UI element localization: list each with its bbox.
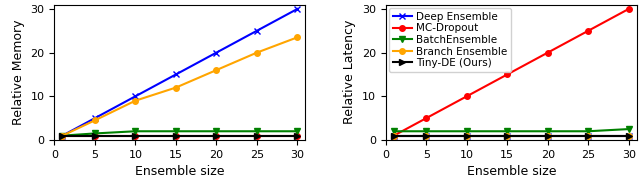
Line: Branch Ensemble: Branch Ensemble	[391, 133, 632, 138]
Tiny-DE (Ours)	[584, 135, 592, 137]
Tiny-DE (Ours)	[253, 135, 260, 137]
MC-Dropout	[422, 117, 430, 119]
X-axis label: Ensemble size: Ensemble size	[467, 165, 556, 178]
Branch Ensemble	[625, 135, 632, 137]
Line: BatchEnsemble: BatchEnsemble	[60, 128, 300, 138]
Y-axis label: Relative Memory: Relative Memory	[12, 20, 25, 125]
MC-Dropout	[390, 135, 397, 137]
Deep Ensemble	[390, 135, 397, 137]
Tiny-DE (Ours)	[390, 135, 397, 137]
MC-Dropout	[544, 52, 552, 54]
Line: Branch Ensemble: Branch Ensemble	[60, 35, 300, 138]
MC-Dropout	[463, 95, 470, 97]
Tiny-DE (Ours)	[504, 135, 511, 137]
MC-Dropout	[504, 73, 511, 76]
Tiny-DE (Ours)	[294, 135, 301, 137]
BatchEnsemble	[625, 128, 632, 130]
Tiny-DE (Ours)	[422, 135, 430, 137]
Line: Tiny-DE (Ours): Tiny-DE (Ours)	[391, 133, 632, 138]
MC-Dropout	[132, 135, 140, 137]
Line: Deep Ensemble: Deep Ensemble	[59, 5, 301, 139]
BatchEnsemble	[504, 130, 511, 132]
BatchEnsemble	[253, 130, 260, 132]
Line: MC-Dropout: MC-Dropout	[60, 133, 300, 138]
MC-Dropout	[91, 135, 99, 137]
Branch Ensemble	[544, 135, 552, 137]
Branch Ensemble	[504, 135, 511, 137]
Branch Ensemble	[584, 135, 592, 137]
Line: Tiny-DE (Ours): Tiny-DE (Ours)	[60, 133, 300, 138]
BatchEnsemble	[91, 132, 99, 135]
MC-Dropout	[253, 135, 260, 137]
Deep Ensemble	[544, 135, 552, 137]
Branch Ensemble	[172, 87, 180, 89]
Deep Ensemble	[422, 135, 430, 137]
Tiny-DE (Ours)	[625, 135, 632, 137]
Tiny-DE (Ours)	[132, 135, 140, 137]
Tiny-DE (Ours)	[59, 135, 67, 137]
Deep Ensemble	[463, 135, 470, 137]
Deep Ensemble	[584, 135, 592, 137]
Branch Ensemble	[422, 135, 430, 137]
BatchEnsemble	[544, 130, 552, 132]
Deep Ensemble	[212, 52, 220, 54]
MC-Dropout	[172, 135, 180, 137]
BatchEnsemble	[212, 130, 220, 132]
Line: MC-Dropout: MC-Dropout	[391, 6, 632, 138]
Branch Ensemble	[59, 135, 67, 137]
Branch Ensemble	[132, 100, 140, 102]
Tiny-DE (Ours)	[172, 135, 180, 137]
Deep Ensemble	[253, 30, 260, 32]
Line: Deep Ensemble: Deep Ensemble	[390, 132, 632, 139]
Tiny-DE (Ours)	[91, 135, 99, 137]
Tiny-DE (Ours)	[212, 135, 220, 137]
Deep Ensemble	[132, 95, 140, 97]
BatchEnsemble	[390, 130, 397, 132]
BatchEnsemble	[463, 130, 470, 132]
MC-Dropout	[584, 30, 592, 32]
Branch Ensemble	[253, 52, 260, 54]
Deep Ensemble	[91, 117, 99, 119]
MC-Dropout	[625, 8, 632, 10]
BatchEnsemble	[584, 130, 592, 132]
X-axis label: Ensemble size: Ensemble size	[135, 165, 225, 178]
BatchEnsemble	[294, 130, 301, 132]
MC-Dropout	[212, 135, 220, 137]
Deep Ensemble	[625, 135, 632, 137]
Y-axis label: Relative Latency: Relative Latency	[344, 20, 356, 124]
Branch Ensemble	[212, 69, 220, 71]
MC-Dropout	[59, 135, 67, 137]
Branch Ensemble	[294, 36, 301, 38]
BatchEnsemble	[422, 130, 430, 132]
MC-Dropout	[294, 135, 301, 137]
BatchEnsemble	[132, 130, 140, 132]
Deep Ensemble	[504, 135, 511, 137]
Tiny-DE (Ours)	[544, 135, 552, 137]
Legend: Deep Ensemble, MC-Dropout, BatchEnsemble, Branch Ensemble, Tiny-DE (Ours): Deep Ensemble, MC-Dropout, BatchEnsemble…	[389, 8, 511, 72]
Deep Ensemble	[172, 73, 180, 76]
Branch Ensemble	[390, 135, 397, 137]
Branch Ensemble	[463, 135, 470, 137]
Deep Ensemble	[59, 135, 67, 137]
Tiny-DE (Ours)	[463, 135, 470, 137]
Line: BatchEnsemble: BatchEnsemble	[391, 126, 632, 134]
Deep Ensemble	[294, 8, 301, 10]
Branch Ensemble	[91, 119, 99, 122]
BatchEnsemble	[59, 135, 67, 137]
BatchEnsemble	[172, 130, 180, 132]
